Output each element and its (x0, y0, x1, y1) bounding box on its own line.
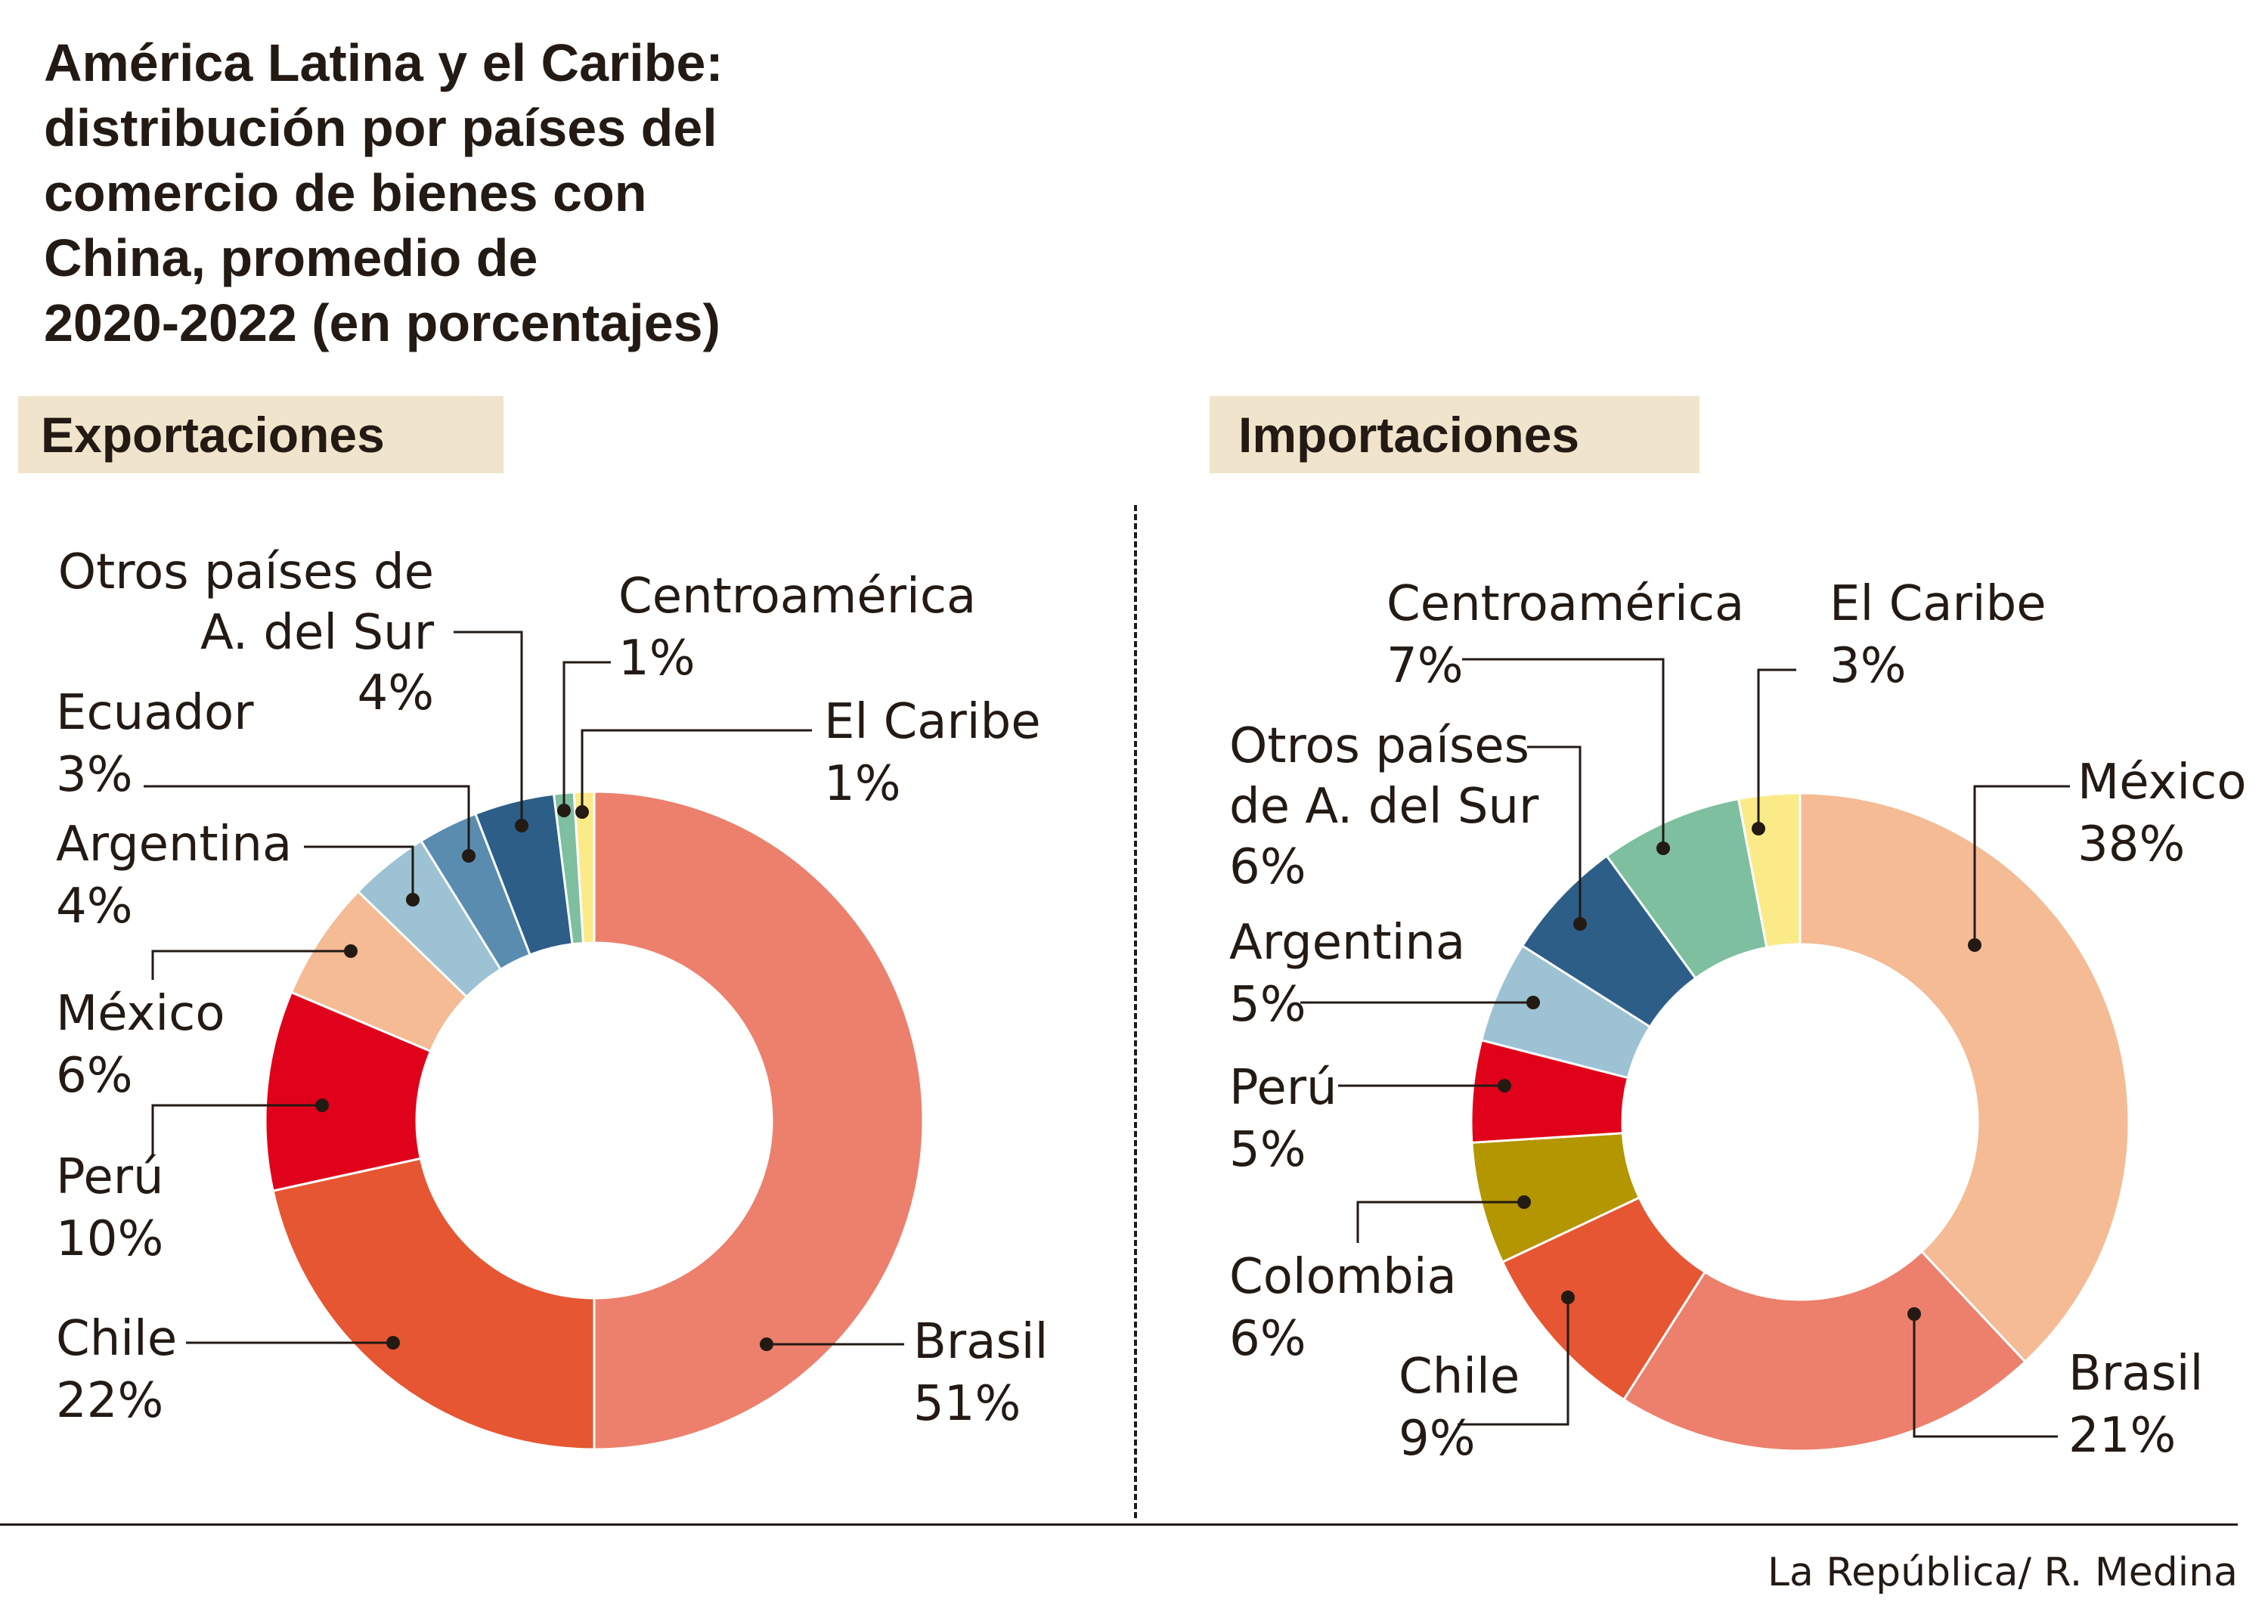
exp-otros-dot (515, 819, 528, 832)
imp-chile-dot (1561, 1291, 1575, 1304)
importaciones-donut (1470, 792, 2130, 1452)
label-imp-centro: Centroamérica 7% (1387, 576, 1744, 694)
imp-peru-dot (1498, 1079, 1511, 1092)
exp-mexico-dot (344, 944, 358, 958)
label-imp-caribe: El Caribe 3% (1830, 576, 2046, 694)
footer-rule (0, 1523, 2238, 1526)
title-line: distribución por países del (44, 98, 717, 157)
imp-mexico-leader (1973, 785, 2070, 945)
label-imp-chile: Chile 9% (1399, 1349, 1520, 1467)
label-imp-otros: Otros países de A. del Sur 6% (1229, 718, 1539, 895)
imp-chile-leader (1458, 1297, 1569, 1426)
label-imp-peru: Perú 5% (1229, 1060, 1337, 1178)
label-imp-argentina: Argentina 5% (1229, 915, 1465, 1033)
exp-brasil-dot (760, 1337, 773, 1351)
imp-otros-dot (1573, 917, 1587, 931)
exp-ecuador-dot (462, 849, 476, 863)
label-exp-caribe: El Caribe 1% (824, 694, 1041, 812)
exp-centro-leader (562, 661, 611, 810)
label-exp-mexico: México 6% (56, 986, 225, 1104)
imp-centro-dot (1656, 841, 1670, 855)
label-exp-ecuador: Ecuador 3% (56, 685, 254, 803)
chart-title: América Latina y el Caribe: distribución… (44, 30, 951, 355)
exp-otros-leader (454, 631, 523, 826)
credit-line: La República/ R. Medina (1768, 1550, 2238, 1595)
label-exp-chile: Chile 22% (56, 1311, 177, 1429)
exp-centro-dot (557, 804, 571, 817)
title-line: 2020-2022 (en porcentajes) (44, 293, 720, 352)
imp-brasil-leader (1913, 1314, 2058, 1438)
title-line: China, promedio de (44, 228, 538, 287)
label-exp-otros: Otros países de A. del Sur 4% (58, 544, 435, 721)
label-imp-colombia: Colombia 6% (1229, 1249, 1457, 1367)
imp-centro-leader (1462, 658, 1665, 848)
exp-slice-brasil (593, 790, 925, 1451)
exp-argentina-leader (304, 845, 414, 900)
dashed-divider (1134, 505, 1137, 1518)
title-line: América Latina y el Caribe: (44, 33, 723, 92)
imp-caribe-leader (1757, 668, 1796, 829)
exp-caribe-leader (581, 729, 812, 812)
label-exp-peru: Perú 10% (56, 1149, 164, 1267)
exportaciones-donut (264, 790, 925, 1451)
label-exp-brasil: Brasil 51% (913, 1314, 1048, 1432)
imp-argentina-dot (1526, 996, 1540, 1009)
imp-colombia-leader (1356, 1201, 1524, 1243)
label-exp-argentina: Argentina 4% (56, 817, 292, 934)
exp-chile-dot (386, 1336, 400, 1350)
exp-caribe-dot (575, 805, 589, 819)
exp-slice-el-caribe (572, 790, 596, 945)
imp-brasil-dot (1907, 1307, 1921, 1321)
label-imp-mexico: México 38% (2077, 755, 2246, 872)
label-exp-centro: Centroamérica 1% (618, 569, 976, 686)
importaciones-heading: Importaciones (1210, 396, 1699, 473)
imp-slice-mexico (1799, 792, 2130, 1364)
title-line: comercio de bienes con (44, 163, 647, 222)
exp-peru-leader (151, 1104, 322, 1155)
exp-ecuador-leader (144, 785, 470, 856)
exp-argentina-dot (406, 893, 420, 907)
exp-mexico-leader (151, 950, 351, 980)
imp-mexico-dot (1968, 938, 1981, 952)
exp-slice-chile (271, 1157, 596, 1451)
label-imp-brasil: Brasil 21% (2068, 1346, 2203, 1464)
imp-caribe-dot (1752, 822, 1765, 835)
imp-slice-brasil (1622, 1250, 2027, 1452)
exportaciones-heading: Exportaciones (18, 396, 503, 473)
exp-peru-dot (315, 1099, 329, 1112)
imp-otros-leader (1527, 745, 1582, 924)
leader-lines (144, 631, 2070, 1438)
imp-colombia-dot (1517, 1195, 1531, 1209)
